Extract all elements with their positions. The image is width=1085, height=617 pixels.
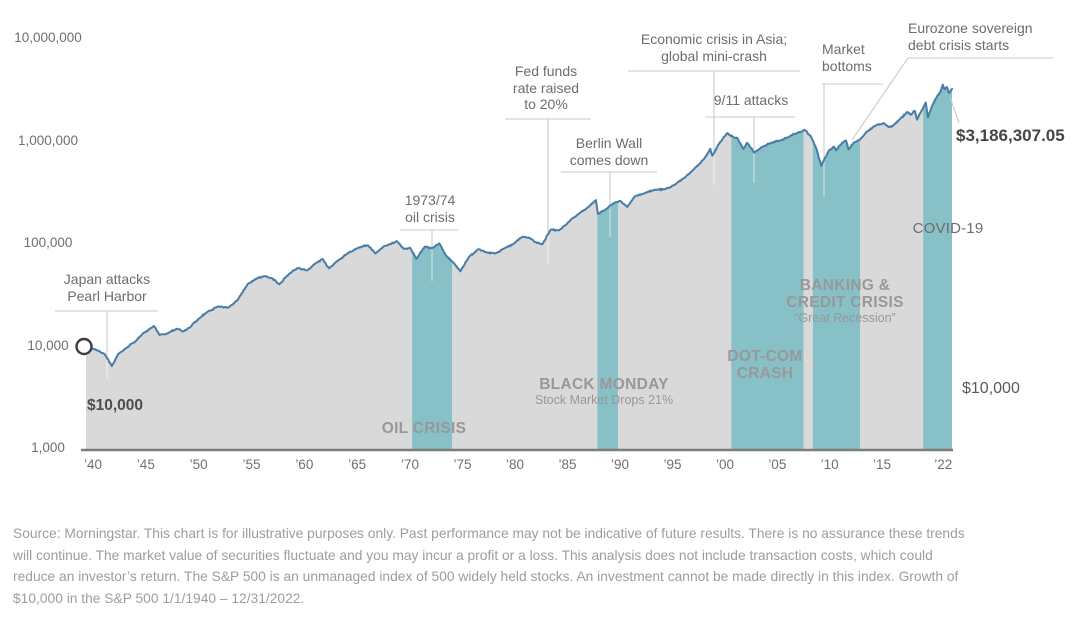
source-disclaimer: Source: Morningstar. This chart is for i… <box>13 523 1058 609</box>
value-label-right-label: $10,000 <box>962 380 1020 397</box>
annotation-euro: Eurozone sovereign debt crisis starts <box>908 20 1033 53</box>
crisis-label-covid: COVID-19 <box>912 220 984 237</box>
x-axis-label-1960: ’60 <box>295 457 314 472</box>
y-axis-label-10000: 10,000 <box>27 337 69 353</box>
crisis-label-black-monday: BLACK MONDAY <box>539 376 669 393</box>
value-label-start-label: $10,000 <box>87 397 144 414</box>
x-axis-label-1970: ’70 <box>400 457 419 472</box>
x-axis-label-1955: ’55 <box>242 457 261 472</box>
x-axis-label-2015: ’15 <box>872 457 891 472</box>
source-line-1: Source: Morningstar. This chart is for i… <box>13 526 965 541</box>
annotation-nine11: 9/11 attacks <box>713 92 789 108</box>
y-axis-label-1000000: 1,000,000 <box>17 132 79 148</box>
x-axis-label-2005: ’05 <box>768 457 787 472</box>
crisis-sublabel-banking: “Great Recession” <box>794 311 896 325</box>
y-axis-label-1000: 1,000 <box>31 440 65 455</box>
x-axis-label-1940: ’40 <box>83 457 102 472</box>
source-line-3: reduce an investor’s return. The S&P 500… <box>13 569 959 585</box>
sp500-growth-chart <box>55 57 1053 452</box>
x-axis-label-2022: ’22 <box>934 457 953 472</box>
crisis-band-covid <box>923 84 952 449</box>
x-axis-label-1995: ’95 <box>663 457 682 472</box>
x-axis-label-1945: ’45 <box>136 457 155 472</box>
annotation-berlin: Berlin Wall comes down <box>569 135 649 168</box>
start-point-marker <box>75 337 93 356</box>
value-label-end-label: $3,186,307.05 <box>956 126 1065 145</box>
y-axis-label-100000: 100,000 <box>23 235 73 250</box>
source-line-2: will continue. The market value of secur… <box>13 547 933 563</box>
crisis-label-banking: BANKING & CREDIT CRISIS <box>786 277 904 311</box>
x-axis-label-2010: ’10 <box>820 457 839 472</box>
annotation-pointer-euro <box>851 57 909 141</box>
annotation-fed: Fed funds rate raised to 20% <box>512 63 580 112</box>
x-axis-label-1965: ’65 <box>348 457 367 472</box>
crisis-label-oil: OIL CRISIS <box>381 420 467 437</box>
y-axis-label-10000000: 10,000,000 <box>14 30 82 45</box>
annotation-asia: Economic crisis in Asia; global mini-cras… <box>640 31 788 64</box>
annotation-pearl: Japan attacks Pearl Harbor <box>63 271 151 304</box>
x-axis-label-1985: ’85 <box>558 457 577 472</box>
crisis-band-dotcom <box>731 84 804 449</box>
x-axis-label-1975: ’75 <box>453 457 472 472</box>
crisis-label-dotcom: DOT-COM CRASH <box>727 348 803 382</box>
growth-line <box>85 83 953 368</box>
x-axis-label-1990: ’90 <box>610 457 629 472</box>
x-axis-label-1980: ’80 <box>505 457 524 472</box>
x-axis-label-2000: ’00 <box>715 457 734 472</box>
annotation-bottoms: Market bottoms <box>822 41 872 74</box>
crisis-sublabel-black-monday: Stock Market Drops 21% <box>534 393 674 407</box>
source-line-4: $10,000 in the S&P 500 1/1/1940 – 12/31/… <box>13 590 305 606</box>
annotation-oilnote: 1973/74 oil crisis <box>404 192 456 225</box>
x-axis-label-1950: ’50 <box>189 457 208 472</box>
end-value-pointer <box>949 96 960 124</box>
